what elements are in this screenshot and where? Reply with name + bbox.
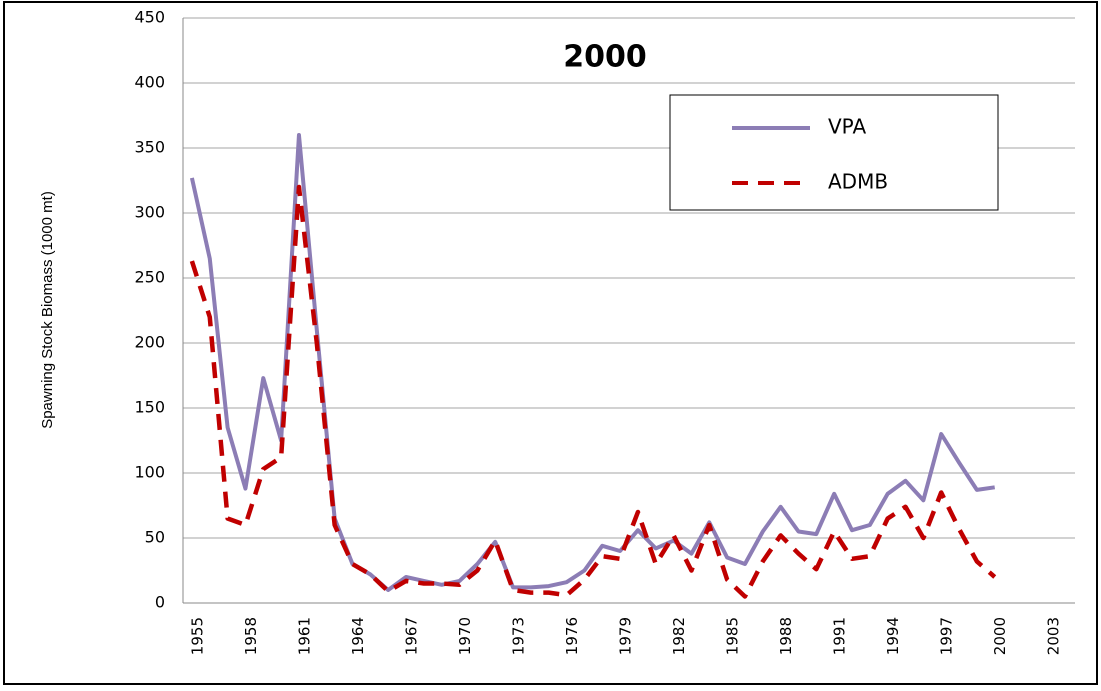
x-tick-label: 1994 xyxy=(884,617,902,655)
y-tick-label: 100 xyxy=(134,463,165,482)
y-tick-label: 200 xyxy=(134,333,165,352)
x-tick-label: 1973 xyxy=(510,617,528,655)
y-tick-label: 400 xyxy=(134,73,165,92)
series-line xyxy=(189,184,997,599)
y-tick-label: 0 xyxy=(155,593,165,612)
x-tick-label: 1970 xyxy=(456,617,474,655)
y-axis-label: Spawning Stock Biomass (1000 mt) xyxy=(39,191,56,429)
x-tick-label: 2000 xyxy=(991,617,1009,655)
x-tick-label: 1976 xyxy=(563,617,581,655)
legend-label: ADMB xyxy=(828,170,888,194)
legend-label: VPA xyxy=(828,115,866,139)
x-tick-label: 1961 xyxy=(295,617,313,655)
x-tick-label: 1997 xyxy=(938,617,956,655)
x-tick-label: 1991 xyxy=(831,617,849,655)
x-tick-label: 1988 xyxy=(777,617,795,655)
x-tick-label: 1982 xyxy=(670,617,688,655)
y-tick-label: 250 xyxy=(134,268,165,287)
x-tick-label: 1958 xyxy=(242,617,260,655)
frame xyxy=(3,1,1098,685)
y-tick-label: 350 xyxy=(134,138,165,157)
y-tick-label: 50 xyxy=(145,528,165,547)
chart-title: 2000 xyxy=(563,40,647,75)
y-tick-label: 450 xyxy=(134,8,165,27)
x-tick-label: 2003 xyxy=(1045,617,1063,655)
x-tick-label: 1967 xyxy=(403,617,421,655)
y-tick-label: 150 xyxy=(134,398,165,417)
x-tick-label: 1955 xyxy=(188,617,206,655)
legend-box xyxy=(669,94,999,211)
x-tick-label: 1985 xyxy=(724,617,742,655)
x-tick-label: 1964 xyxy=(349,617,367,655)
x-tick-label: 1979 xyxy=(617,617,635,655)
y-tick-label: 300 xyxy=(134,203,165,222)
